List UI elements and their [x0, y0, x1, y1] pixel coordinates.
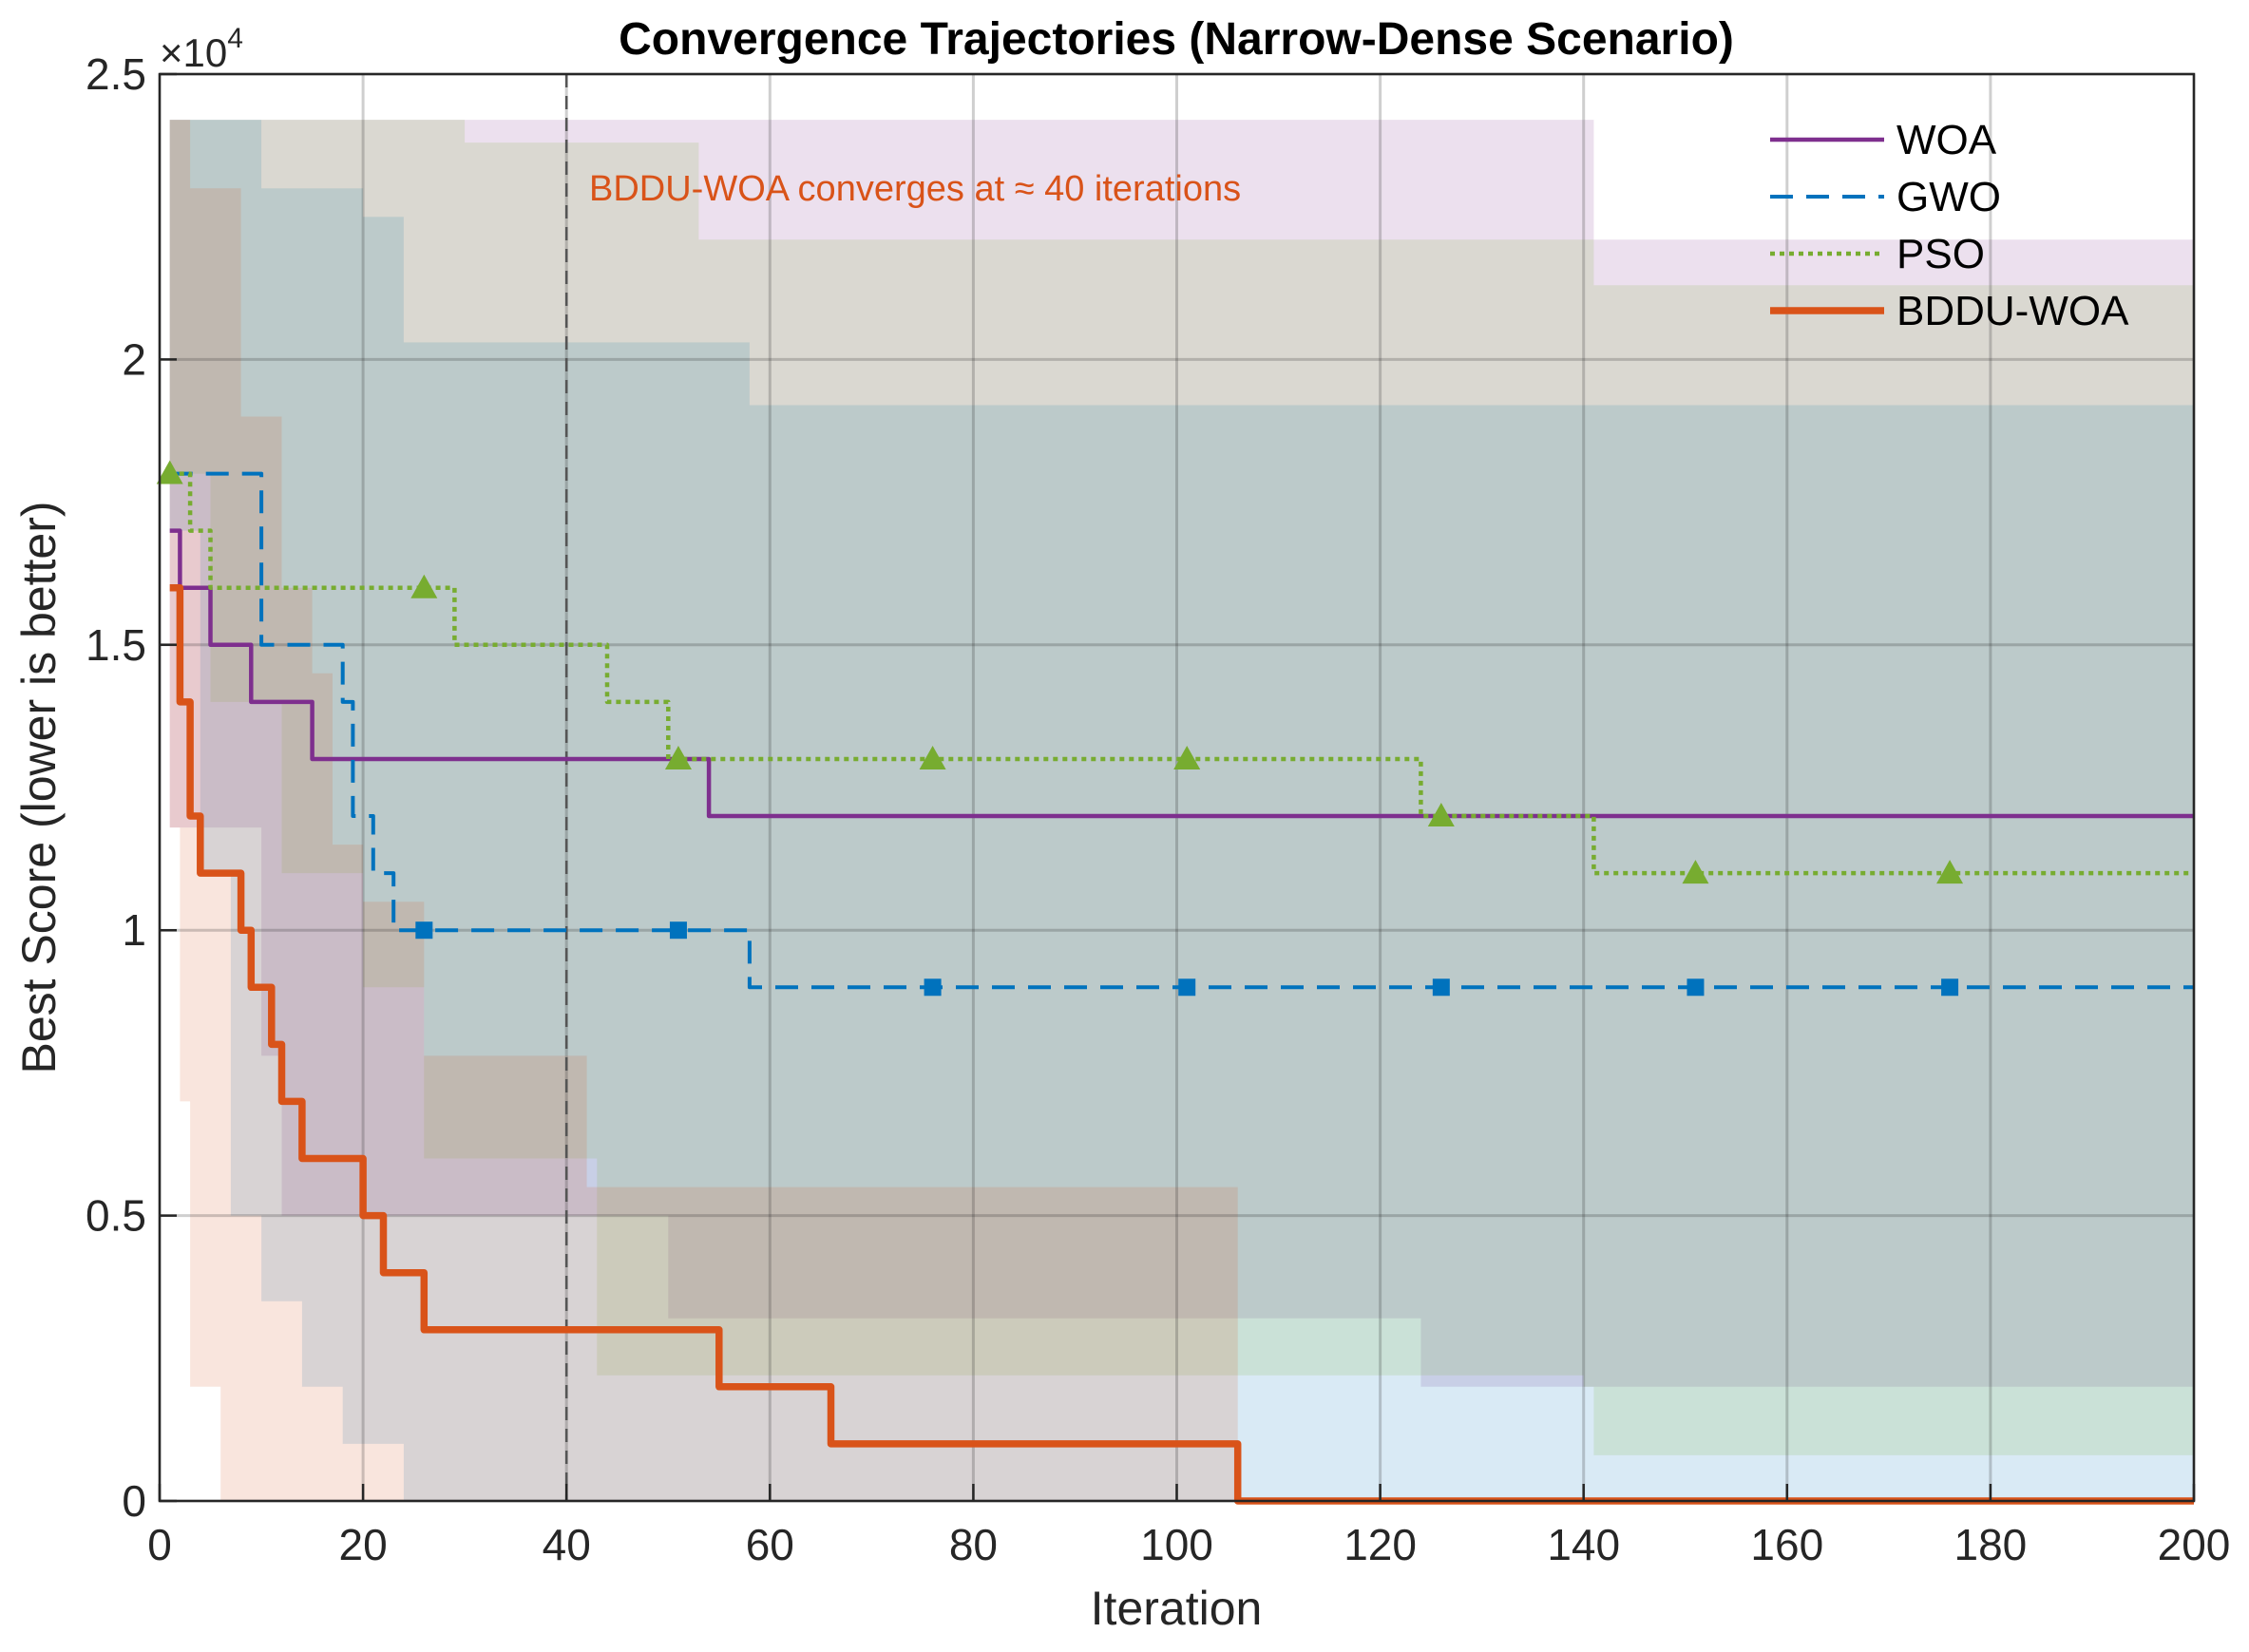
marker-pso: [1427, 803, 1455, 827]
marker-pso: [664, 745, 692, 769]
legend-items: WOA GWO PSO BDDU-WOA: [1770, 117, 2129, 334]
marker-gwo: [1432, 978, 1450, 997]
series-lines: [169, 471, 2194, 1505]
marker-pso: [1173, 745, 1201, 769]
marker-pso: [410, 574, 438, 598]
x-tick-label: 180: [1954, 1520, 2028, 1569]
marker-pso: [919, 745, 946, 769]
y-axis-label: Best Score (lower is better): [12, 502, 66, 1074]
y-tick-label: 2.5: [86, 49, 146, 99]
band-pso: [169, 120, 2195, 1455]
x-tick-label: 80: [949, 1520, 998, 1569]
y-tick-label: 1.5: [86, 620, 146, 670]
x-tick-label: 40: [543, 1520, 591, 1569]
band-woa: [169, 120, 2195, 1387]
axis-ticks: 0 20 40 60 80 100 120 140 160 180 200 0 0.5 1 1.5 2 2.5: [86, 49, 2230, 1569]
x-tick-label: 60: [746, 1520, 794, 1569]
x-tick-label: 200: [2158, 1520, 2231, 1569]
y-tick-label: 2: [122, 334, 146, 384]
marker-pso: [156, 460, 183, 484]
series-markers: [156, 460, 1964, 997]
band-gwo: [169, 120, 2195, 1502]
marker-gwo: [1178, 978, 1196, 997]
line-gwo: [169, 471, 2194, 990]
x-axis-label: Iteration: [1091, 1582, 1263, 1635]
legend-label-woa: WOA: [1896, 117, 1997, 163]
x-tick-label: 140: [1547, 1520, 1620, 1569]
x-tick-label: 0: [147, 1520, 172, 1569]
legend-label-gwo: GWO: [1896, 174, 2001, 220]
convergence-annotation: BDDU-WOA converges at ≈ 40 iterations: [589, 169, 1241, 209]
marker-pso: [1936, 860, 1964, 884]
confidence-bands: [169, 120, 2195, 1502]
line-pso: [169, 471, 2194, 876]
legend-label-bddu-woa: BDDU-WOA: [1896, 288, 2129, 334]
marker-gwo: [669, 921, 687, 940]
band-bddu-woa: [169, 120, 2195, 1502]
x-tick-label: 20: [339, 1520, 388, 1569]
marker-gwo: [1687, 978, 1705, 997]
y-tick-label: 0.5: [86, 1191, 146, 1241]
line-bddu-woa: [169, 583, 2194, 1505]
chart-title: Convergence Trajectories (Narrow-Dense S…: [619, 14, 1734, 65]
y-axis-exponent-label: ×104: [160, 23, 243, 75]
legend-label-pso: PSO: [1896, 231, 1985, 277]
marker-pso: [1682, 860, 1709, 884]
marker-gwo: [415, 921, 433, 940]
x-tick-label: 100: [1140, 1520, 1213, 1569]
y-tick-label: 1: [122, 905, 146, 955]
y-tick-label: 0: [122, 1476, 146, 1526]
legend: WOA GWO PSO BDDU-WOA: [1770, 117, 2129, 334]
x-tick-label: 160: [1750, 1520, 1823, 1569]
marker-gwo: [924, 978, 942, 997]
x-tick-label: 120: [1344, 1520, 1417, 1569]
marker-gwo: [1941, 978, 1959, 997]
